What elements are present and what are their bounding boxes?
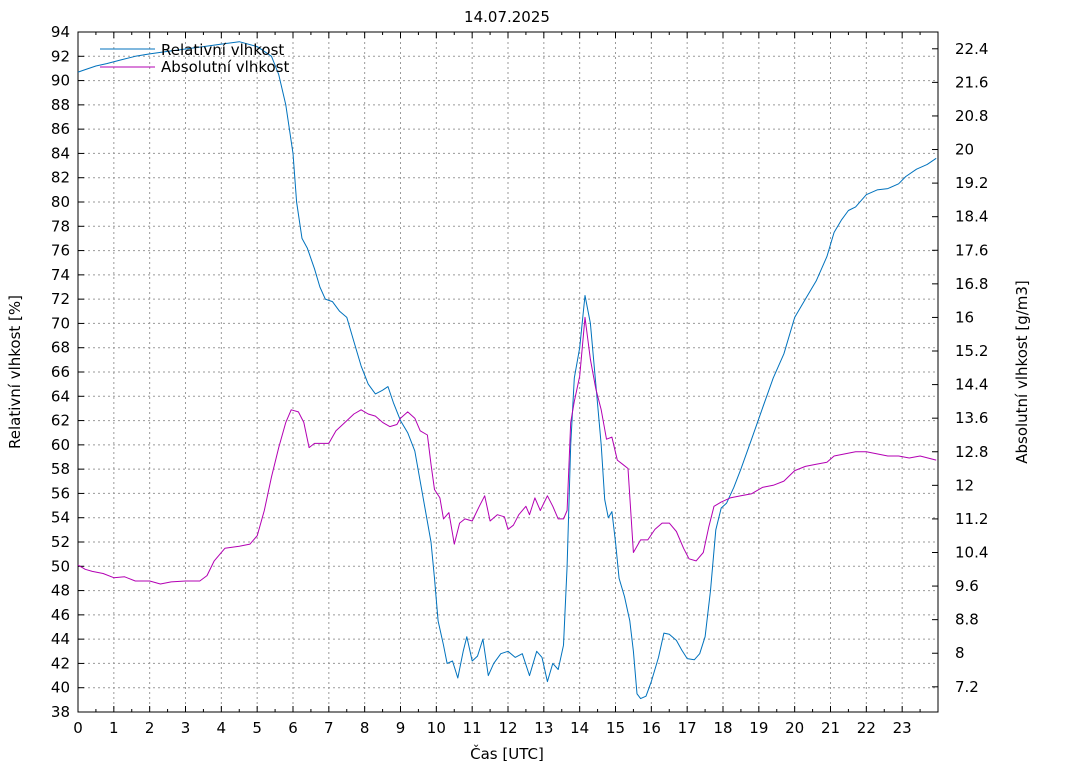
- y-right-tick-label: 7.2: [955, 678, 979, 696]
- y-left-tick-label: 40: [51, 679, 70, 697]
- y-left-tick-label: 64: [51, 387, 70, 405]
- x-tick-label: 6: [288, 719, 298, 737]
- y-left-tick-label: 44: [51, 630, 70, 648]
- x-tick-label: 19: [749, 719, 768, 737]
- x-tick-label: 7: [324, 719, 334, 737]
- y-right-tick-label: 8.8: [955, 611, 979, 629]
- y-left-tick-label: 94: [51, 23, 70, 41]
- x-tick-label: 13: [534, 719, 553, 737]
- y-left-tick-label: 38: [51, 703, 70, 721]
- y-right-tick-label: 14.4: [955, 376, 988, 394]
- x-tick-label: 16: [642, 719, 661, 737]
- x-tick-label: 21: [821, 719, 840, 737]
- series-line-relative-humidity: [77, 41, 937, 700]
- x-tick-label: 20: [785, 719, 804, 737]
- grid: [78, 32, 938, 712]
- x-tick-label: 14: [570, 719, 589, 737]
- x-tick-label: 4: [217, 719, 227, 737]
- x-axis-label: Čas [UTC]: [470, 744, 544, 763]
- y-left-tick-label: 46: [51, 606, 70, 624]
- y-left-tick-label: 84: [51, 144, 70, 162]
- y-right-tick-label: 13.6: [955, 409, 988, 427]
- y-left-tick-label: 42: [51, 654, 70, 672]
- y-right-tick-label: 19.2: [955, 174, 988, 192]
- y-left-tick-label: 90: [51, 72, 70, 90]
- x-tick-label: 0: [73, 719, 83, 737]
- x-tick-label: 23: [893, 719, 912, 737]
- y-left-tick-label: 76: [51, 242, 70, 260]
- y-right-tick-label: 15.2: [955, 342, 988, 360]
- y-right-tick-label: 18.4: [955, 208, 988, 226]
- y-left-tick-label: 54: [51, 509, 70, 527]
- y-right-tick-label: 10.4: [955, 543, 988, 561]
- legend: Relativní vlhkost Absolutní vlhkost: [100, 41, 289, 76]
- y-left-tick-label: 70: [51, 314, 70, 332]
- x-tick-label: 18: [713, 719, 732, 737]
- x-tick-label: 3: [181, 719, 191, 737]
- y-left-tick-label: 88: [51, 96, 70, 114]
- x-tick-label: 11: [463, 719, 482, 737]
- y-left-tick-label: 56: [51, 484, 70, 502]
- y-left-tick-label: 68: [51, 339, 70, 357]
- y-right-tick-label: 11.2: [955, 510, 988, 528]
- x-tick-label: 17: [678, 719, 697, 737]
- y-left-tick-label: 82: [51, 169, 70, 187]
- y-left-tick-label: 78: [51, 217, 70, 235]
- y-right-tick-label: 22.4: [955, 40, 988, 58]
- series-line-absolute-humidity: [77, 316, 937, 585]
- y-right-tick-label: 17.6: [955, 241, 988, 259]
- y-right-tick-label: 16.8: [955, 275, 988, 293]
- y-left-tick-label: 72: [51, 290, 70, 308]
- series-lines: [77, 41, 937, 700]
- ticks: 0 1 2 3 4 5 6 7 8 9 10 11 12 13 14 15 16 17 18 19 20 21 22 2338…: [51, 23, 989, 737]
- y-right-tick-label: 8: [955, 644, 965, 662]
- y-right-tick-label: 21.6: [955, 73, 988, 91]
- y-left-tick-label: 60: [51, 436, 70, 454]
- y-right-tick-label: 9.6: [955, 577, 979, 595]
- x-tick-label: 1: [109, 719, 119, 737]
- x-tick-label: 22: [857, 719, 876, 737]
- x-tick-label: 5: [252, 719, 262, 737]
- legend-label-absolute: Absolutní vlhkost: [161, 58, 289, 76]
- y-right-tick-label: 20: [955, 141, 974, 159]
- x-tick-label: 12: [498, 719, 517, 737]
- y-right-tick-label: 16: [955, 308, 974, 326]
- y-left-tick-label: 50: [51, 557, 70, 575]
- y-right-tick-label: 12: [955, 476, 974, 494]
- y-axis-label-right: Absolutní vlhkost [g/m3]: [1013, 280, 1031, 464]
- y-left-tick-label: 92: [51, 47, 70, 65]
- y-left-tick-label: 86: [51, 120, 70, 138]
- x-tick-label: 9: [396, 719, 406, 737]
- y-left-tick-label: 66: [51, 363, 70, 381]
- y-left-tick-label: 62: [51, 412, 70, 430]
- y-left-tick-label: 58: [51, 460, 70, 478]
- chart-title: 14.07.2025: [464, 8, 550, 26]
- y-right-tick-label: 12.8: [955, 443, 988, 461]
- y-left-tick-label: 48: [51, 582, 70, 600]
- y-left-tick-label: 74: [51, 266, 70, 284]
- x-tick-label: 2: [145, 719, 155, 737]
- legend-label-relative: Relativní vlhkost: [161, 41, 284, 59]
- y-right-tick-label: 20.8: [955, 107, 988, 125]
- x-tick-label: 15: [606, 719, 625, 737]
- y-left-tick-label: 52: [51, 533, 70, 551]
- x-tick-label: 8: [360, 719, 370, 737]
- y-left-tick-label: 80: [51, 193, 70, 211]
- x-tick-label: 10: [427, 719, 446, 737]
- y-axis-label-left: Relativní vlhkost [%]: [6, 295, 24, 449]
